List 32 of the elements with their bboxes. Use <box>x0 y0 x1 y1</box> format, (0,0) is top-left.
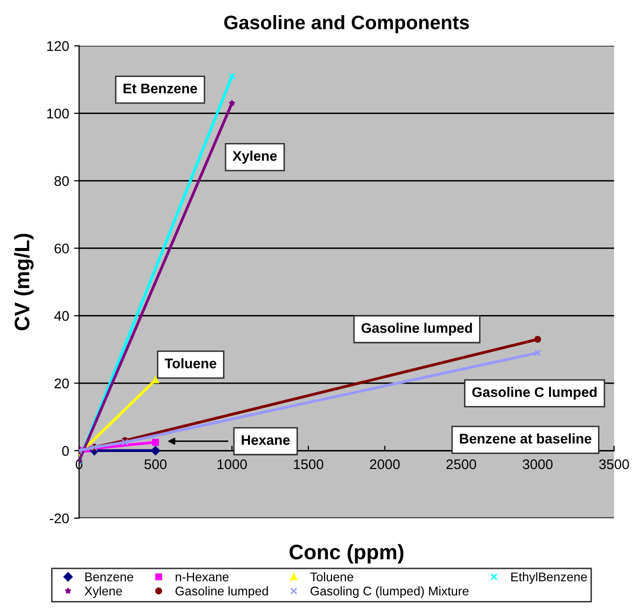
x-tick-label: 1500 <box>294 459 324 470</box>
x-tick-label: 2500 <box>446 459 476 470</box>
legend-label: Benzene <box>85 572 134 582</box>
annotation: Hexane <box>242 435 290 445</box>
x-tick-label: 500 <box>144 459 167 470</box>
y-tick-label: 100 <box>47 108 69 118</box>
annotation: Xylene <box>232 150 277 164</box>
annotation: Toluene <box>164 358 216 368</box>
annotation: Benzene at baseline <box>460 433 592 444</box>
y-tick-label: 60 <box>54 244 69 254</box>
x-tick-label: 3000 <box>522 459 553 470</box>
legend-label: n-Hexane <box>176 572 229 582</box>
annotation: Gasoline lumped <box>362 322 472 336</box>
legend-label: Gasoline lumped <box>176 586 268 598</box>
x-axis-title: Conc (ppm) <box>290 544 404 564</box>
x-tick-label: 3500 <box>599 459 629 470</box>
y-tick-label: 80 <box>54 176 69 186</box>
legend-label: Gasoling C (lumped) Mixture <box>310 586 468 598</box>
legend-label: Xylene <box>84 586 122 598</box>
y-tick-label: 20 <box>54 378 69 388</box>
x-tick-label: 1000 <box>218 459 247 470</box>
x-tick-label: 2000 <box>370 459 400 470</box>
annotation: Gasoline C lumped <box>472 386 597 400</box>
legend-label: Toluene <box>310 572 354 582</box>
annotation: Et Benzene <box>124 84 198 94</box>
y-tick-label: 0 <box>62 446 69 456</box>
y-tick-label: 120 <box>47 41 69 51</box>
chart-title: Gasoline and Components <box>224 15 469 34</box>
legend-label: EthylBenzene <box>511 572 587 584</box>
y-axis-title: CV (mg/L) <box>14 234 34 330</box>
y-tick-label: -20 <box>50 513 69 524</box>
y-tick-label: 40 <box>54 311 69 321</box>
